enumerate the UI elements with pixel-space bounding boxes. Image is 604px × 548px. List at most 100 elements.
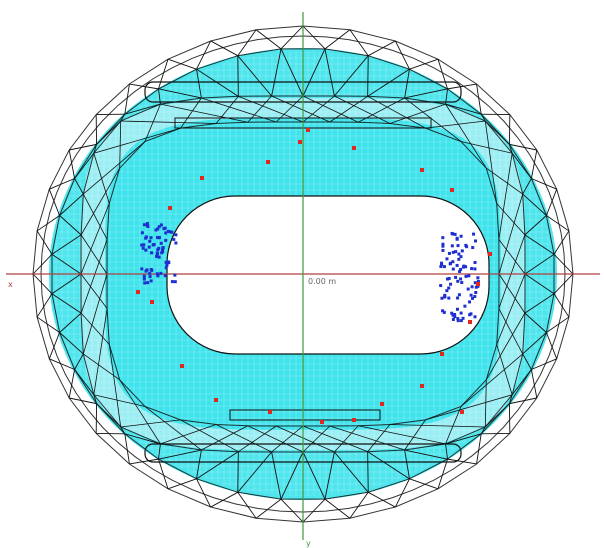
roof-diagonal: [237, 29, 257, 56]
blue-marker: [447, 251, 451, 255]
blue-marker: [446, 277, 450, 281]
red-marker: [306, 128, 310, 132]
roof-diagonal: [167, 58, 197, 70]
blue-marker: [451, 317, 455, 321]
load-markers: [136, 128, 492, 424]
roof-diagonal: [524, 253, 555, 275]
roof-diagonal: [409, 58, 439, 70]
roof-diagonal: [80, 167, 121, 236]
blue-marker: [451, 232, 455, 236]
roof-diagonal: [280, 498, 304, 523]
roof-diagonal: [144, 103, 161, 142]
roof-diagonal: [215, 96, 239, 124]
roof-diagonal: [484, 403, 510, 428]
roof-diagonal: [124, 433, 161, 445]
roof-diagonal: [425, 120, 486, 129]
roof-diagonal: [158, 443, 161, 460]
blue-marker: [450, 244, 454, 248]
roof-diagonal: [93, 394, 98, 404]
roof-diagonal: [36, 230, 53, 255]
red-marker: [380, 402, 384, 406]
roof-diagonal: [334, 55, 369, 97]
blue-marker: [144, 248, 148, 252]
roof-diagonal: [445, 406, 462, 445]
blue-marker: [467, 274, 471, 278]
roof-diagonal: [82, 193, 108, 240]
red-marker: [150, 300, 154, 304]
roof-diagonal: [524, 215, 547, 236]
roof-diagonal: [210, 491, 238, 508]
roof-diagonal: [509, 143, 537, 151]
roof-diagonal: [545, 332, 558, 359]
roof-diagonal: [394, 478, 410, 508]
roof-diagonal: [160, 424, 217, 445]
roof-diagonal: [80, 203, 110, 275]
blue-marker: [455, 307, 459, 311]
center-label: 0.00 m: [308, 277, 336, 286]
roof-diagonal: [522, 178, 532, 195]
blue-marker: [439, 284, 443, 288]
red-marker: [320, 420, 324, 424]
blue-marker: [168, 230, 172, 234]
blue-marker: [159, 223, 163, 227]
blue-marker: [441, 244, 445, 248]
red-marker: [168, 206, 172, 210]
blue-marker: [144, 235, 148, 239]
roof-diagonal: [445, 443, 448, 460]
blue-marker: [474, 291, 478, 295]
roof-diagonal: [425, 394, 513, 421]
blue-marker: [154, 228, 158, 232]
roof-diagonal: [508, 144, 513, 154]
red-marker: [136, 290, 140, 294]
roof-diagonal: [59, 332, 84, 355]
roof-diagonal: [546, 215, 570, 232]
blue-marker: [451, 250, 455, 254]
roof-diagonal: [447, 83, 477, 90]
blue-marker: [460, 249, 464, 253]
roof-diagonal: [324, 48, 335, 97]
roof-diagonal: [59, 193, 84, 216]
blue-marker: [459, 255, 463, 259]
blue-marker: [459, 277, 463, 281]
roof-diagonal: [447, 458, 477, 465]
roof-diagonal: [238, 425, 277, 453]
blue-marker: [163, 274, 167, 278]
roof-diagonal: [476, 433, 482, 465]
blue-marker: [465, 245, 469, 249]
blue-marker: [471, 296, 475, 300]
blue-marker: [142, 223, 146, 227]
blue-marker: [161, 246, 165, 250]
roof-diagonal: [120, 120, 217, 124]
roof-diagonal: [80, 239, 108, 314]
roof-diagonal: [553, 293, 570, 318]
roof-diagonal: [324, 451, 335, 500]
roof-diagonal: [404, 449, 448, 460]
roof-diagonal: [196, 478, 212, 508]
red-marker: [352, 418, 356, 422]
roof-diagonal: [553, 230, 570, 255]
roof-diagonal: [196, 451, 239, 480]
blue-marker: [476, 276, 480, 280]
blue-marker: [451, 313, 455, 317]
blue-marker: [453, 232, 457, 236]
roof-diagonal: [69, 143, 97, 151]
blue-marker: [157, 255, 161, 259]
blue-marker: [456, 279, 460, 283]
blue-marker: [461, 316, 465, 320]
blue-marker: [462, 264, 466, 268]
blue-marker: [144, 269, 148, 273]
roof-diagonal: [51, 253, 82, 275]
roof-diagonal: [302, 451, 326, 500]
roof-diagonal: [524, 234, 555, 255]
roof-diagonal: [74, 152, 95, 179]
roof-diagonal: [280, 451, 304, 500]
roof-diagonal: [349, 492, 369, 519]
blue-marker: [159, 271, 163, 275]
roof-diagonal: [271, 425, 304, 453]
blue-marker: [156, 274, 160, 278]
roof-diagonal: [36, 316, 60, 333]
roof-diagonal: [280, 48, 304, 97]
roof-diagonal: [80, 234, 108, 275]
roof-diagonal: [255, 29, 282, 50]
